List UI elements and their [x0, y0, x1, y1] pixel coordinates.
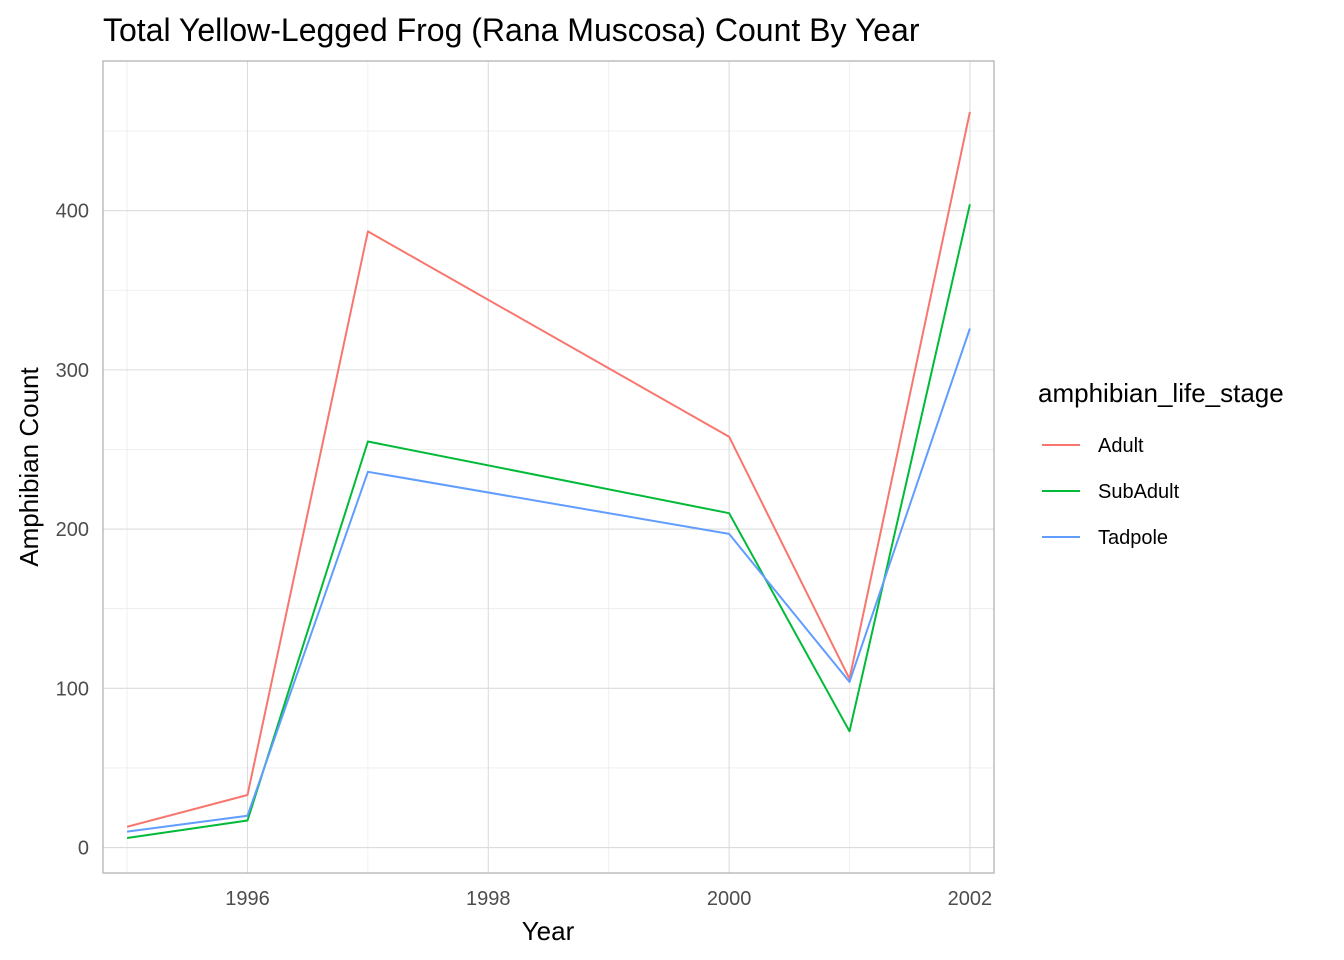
x-tick-label: 1998	[466, 888, 511, 910]
y-tick-label: 100	[56, 678, 89, 700]
x-axis-ticks: 1996 1998 2000 2002	[225, 888, 992, 910]
series-line-adult	[126, 111, 971, 828]
legend-label-tadpole: Tadpole	[1098, 527, 1168, 549]
y-axis-ticks: 0 100 200 300 400	[56, 201, 89, 860]
series-lines	[126, 111, 971, 839]
legend-label-adult: Adult	[1098, 435, 1144, 457]
grid	[103, 61, 994, 873]
x-tick-label: 2000	[707, 888, 752, 910]
x-axis-title: Year	[522, 916, 575, 946]
y-axis-title: Amphibian Count	[14, 367, 44, 567]
y-tick-label: 200	[56, 519, 89, 541]
x-tick-label: 1996	[225, 888, 270, 910]
x-tick-label: 2002	[948, 888, 993, 910]
legend: Adult SubAdult Tadpole	[1042, 435, 1180, 549]
legend-title: amphibian_life_stage	[1038, 378, 1284, 408]
y-tick-label: 300	[56, 360, 89, 382]
series-line-subadult	[126, 204, 971, 839]
legend-label-subadult: SubAdult	[1098, 481, 1180, 503]
y-tick-label: 0	[78, 838, 89, 860]
chart-title: Total Yellow-Legged Frog (Rana Muscosa) …	[103, 12, 920, 48]
y-tick-label: 400	[56, 201, 89, 223]
series-line-tadpole	[126, 328, 971, 833]
panel-border	[102, 60, 995, 874]
